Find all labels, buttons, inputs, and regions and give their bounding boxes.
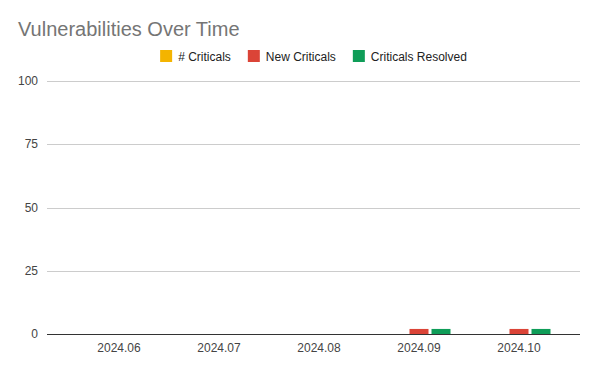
- bar: [88, 334, 107, 335]
- x-tick-label: 2024.09: [397, 341, 441, 355]
- bar: [488, 334, 507, 335]
- grid: [47, 82, 580, 335]
- bar: [510, 329, 529, 334]
- y-tick-label: 25: [25, 264, 39, 278]
- grid-line: [47, 208, 580, 209]
- grid-line: [47, 271, 580, 272]
- legend-swatch: [248, 50, 260, 62]
- x-axis-line: [47, 334, 580, 335]
- bar: [532, 329, 551, 334]
- legend-label: Criticals Resolved: [371, 50, 467, 64]
- legend-item: # Criticals: [160, 50, 231, 64]
- grid-line: [47, 81, 580, 82]
- x-tick-label: 2024.08: [297, 341, 341, 355]
- bar: [432, 329, 451, 334]
- y-tick-label: 50: [25, 201, 39, 215]
- x-tick-label: 2024.10: [497, 341, 541, 355]
- legend-item: Criticals Resolved: [353, 50, 467, 64]
- bar: [132, 334, 151, 335]
- grid-line: [47, 144, 580, 145]
- legend-label: # Criticals: [178, 50, 231, 64]
- bar: [332, 334, 351, 335]
- bar: [188, 334, 207, 335]
- y-tick-label: 75: [25, 137, 39, 151]
- bar: [410, 329, 429, 334]
- x-tick-label: 2024.07: [197, 341, 241, 355]
- legend: # Criticals New Criticals Criticals Resolv…: [160, 50, 467, 64]
- bar: [388, 334, 407, 335]
- bar: [310, 334, 329, 335]
- legend-swatch: [160, 50, 172, 62]
- y-tick-label: 100: [18, 74, 38, 88]
- chart: Vulnerabilities Over Time # Criticals New …: [0, 0, 600, 371]
- legend-label: New Criticals: [266, 50, 336, 64]
- grid-line: [47, 334, 580, 335]
- y-tick-label: 0: [31, 327, 38, 341]
- legend-swatch: [353, 50, 365, 62]
- bar: [288, 334, 307, 335]
- bar: [110, 334, 129, 335]
- bar: [232, 334, 251, 335]
- x-tick-label: 2024.06: [97, 341, 141, 355]
- legend-item: New Criticals: [248, 50, 336, 64]
- bars: [410, 329, 551, 334]
- bar: [210, 334, 229, 335]
- title: Vulnerabilities Over Time: [18, 18, 240, 40]
